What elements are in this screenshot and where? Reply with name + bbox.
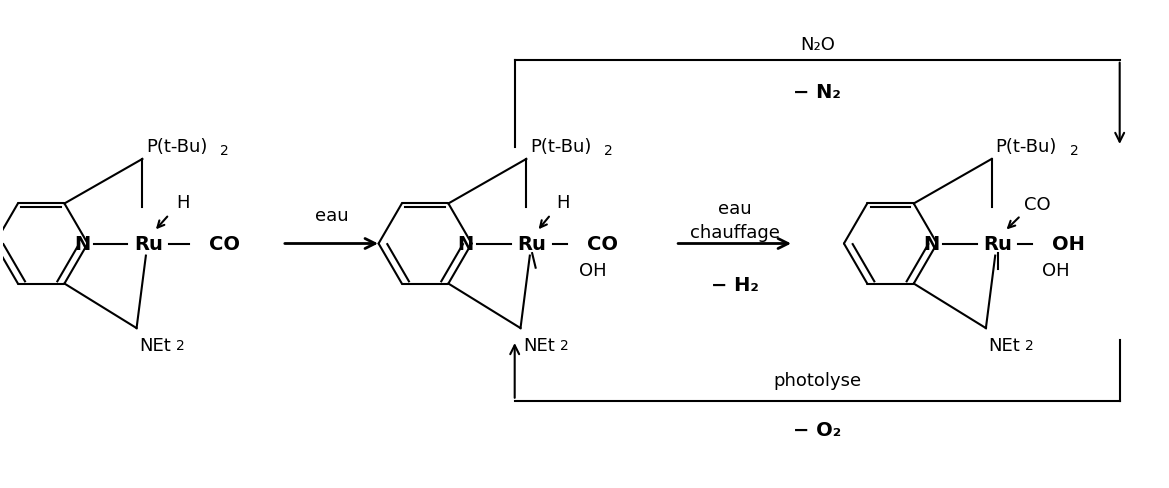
Text: OH: OH — [1042, 262, 1070, 280]
Text: 2: 2 — [560, 338, 569, 352]
Text: eau: eau — [718, 200, 752, 218]
Text: 2: 2 — [604, 144, 613, 158]
Text: H: H — [177, 193, 189, 211]
Text: CO: CO — [587, 235, 618, 253]
Text: OH: OH — [1052, 235, 1085, 253]
Text: 2: 2 — [1025, 338, 1035, 352]
Text: CO: CO — [209, 235, 240, 253]
Text: N₂O: N₂O — [800, 36, 835, 53]
Text: N: N — [924, 235, 940, 253]
Text: CO: CO — [1024, 195, 1051, 213]
Text: 2: 2 — [1070, 144, 1079, 158]
Text: N: N — [74, 235, 90, 253]
Text: H: H — [556, 193, 570, 211]
Text: 2: 2 — [177, 338, 185, 352]
Text: 2: 2 — [220, 144, 229, 158]
Text: eau: eau — [314, 207, 348, 224]
Text: chauffage: chauffage — [690, 224, 780, 242]
Text: P(t-Bu): P(t-Bu) — [146, 138, 207, 156]
Text: P(t-Bu): P(t-Bu) — [995, 138, 1057, 156]
Text: Ru: Ru — [983, 235, 1012, 253]
Text: − N₂: − N₂ — [794, 82, 842, 102]
Text: NEt: NEt — [523, 336, 554, 354]
Text: NEt: NEt — [139, 336, 171, 354]
Text: OH: OH — [579, 262, 607, 280]
Text: − O₂: − O₂ — [793, 420, 842, 439]
Text: Ru: Ru — [133, 235, 162, 253]
Text: NEt: NEt — [988, 336, 1021, 354]
Text: N: N — [458, 235, 473, 253]
Text: photolyse: photolyse — [773, 371, 862, 389]
Text: − H₂: − H₂ — [711, 276, 759, 294]
Text: Ru: Ru — [518, 235, 547, 253]
Text: P(t-Bu): P(t-Bu) — [530, 138, 592, 156]
